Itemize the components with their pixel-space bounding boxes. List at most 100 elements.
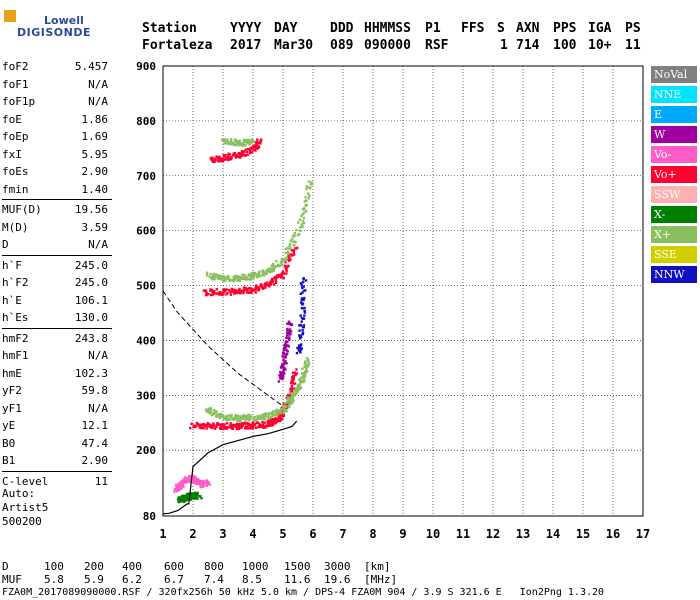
data-point: [245, 422, 248, 425]
data-point: [189, 498, 192, 501]
param-key: fxI: [2, 147, 22, 161]
data-point: [244, 287, 248, 290]
param-key: M(D): [2, 220, 29, 234]
data-point: [269, 268, 272, 272]
data-point: [256, 138, 259, 141]
data-point: [252, 276, 255, 279]
data-point: [238, 142, 241, 146]
data-point: [187, 492, 190, 495]
data-point: [294, 241, 297, 244]
data-point: [302, 277, 305, 280]
y-tick-label: 800: [136, 115, 156, 128]
data-point: [254, 291, 257, 294]
data-point: [307, 180, 311, 183]
data-point: [290, 323, 294, 326]
x-tick-label: 1: [159, 527, 166, 541]
data-point: [292, 399, 295, 402]
param-row: yE 12.1: [2, 417, 112, 435]
data-point: [248, 273, 251, 276]
data-point: [301, 281, 305, 284]
data-point: [301, 380, 305, 384]
data-point: [298, 324, 301, 327]
param-divider: [2, 470, 112, 472]
param-row: hmF2 243.8: [2, 330, 112, 348]
data-point: [205, 424, 209, 427]
data-point: [300, 307, 304, 310]
data-point: [233, 292, 236, 295]
data-point: [302, 211, 306, 215]
data-point: [291, 249, 295, 252]
data-point: [227, 414, 231, 417]
data-point: [249, 151, 252, 154]
auto-label: Auto:: [2, 487, 36, 500]
data-point: [308, 187, 312, 190]
data-point: [251, 147, 255, 150]
data-point: [177, 482, 180, 486]
data-point: [213, 409, 216, 412]
data-point: [191, 493, 195, 497]
data-point: [194, 424, 197, 427]
legend-item-w: W: [651, 126, 697, 143]
param-key: B1: [2, 454, 16, 467]
data-point: [293, 389, 296, 392]
data-point: [298, 233, 301, 236]
data-point: [270, 264, 273, 267]
data-point: [209, 406, 212, 410]
data-point: [238, 279, 242, 283]
data-point: [285, 409, 288, 412]
data-point: [303, 380, 306, 383]
data-point: [213, 427, 217, 430]
data-point: [301, 286, 304, 290]
x-tick-label: 11: [456, 527, 470, 541]
data-point: [250, 288, 253, 291]
data-point: [223, 426, 227, 429]
data-point: [222, 291, 225, 294]
data-point: [286, 327, 289, 331]
data-point: [302, 317, 306, 320]
param-value: 2.90: [81, 165, 109, 178]
data-point: [290, 254, 294, 257]
data-point: [215, 415, 218, 418]
data-point: [251, 271, 255, 275]
data-point: [278, 374, 281, 377]
data-point: [240, 154, 244, 157]
data-point: [264, 418, 267, 421]
param-value: 1.69: [81, 130, 109, 143]
data-point: [278, 414, 281, 417]
data-point: [291, 396, 295, 400]
data-point: [212, 276, 215, 279]
param-row: MUF(D) 19.56: [2, 201, 112, 219]
data-point: [245, 425, 248, 428]
data-point: [206, 481, 209, 484]
header-cell: S: [497, 21, 505, 36]
data-point: [292, 234, 295, 237]
data-point: [303, 306, 306, 310]
data-point: [305, 187, 308, 191]
data-point: [272, 412, 275, 415]
data-point: [192, 425, 195, 429]
data-point: [286, 329, 289, 332]
data-point: [298, 379, 302, 382]
data-point: [231, 143, 234, 146]
data-point: [296, 385, 300, 388]
data-point: [290, 376, 294, 379]
legend-item-vo: Vo+: [651, 166, 697, 183]
data-point: [185, 494, 188, 498]
data-point: [200, 497, 203, 500]
data-point: [288, 328, 292, 331]
param-key: foEs: [2, 165, 29, 178]
data-point: [217, 413, 221, 416]
data-point: [287, 320, 291, 323]
data-point: [285, 269, 288, 273]
data-point: [230, 287, 233, 291]
data-point: [236, 279, 239, 282]
data-point: [290, 391, 293, 395]
data-point: [205, 483, 209, 486]
data-point: [291, 378, 294, 381]
data-point: [292, 374, 295, 378]
param-value: 245.0: [74, 276, 108, 289]
data-point: [192, 424, 195, 427]
data-point: [212, 413, 216, 416]
data-point: [247, 291, 250, 294]
data-point: [213, 157, 216, 160]
